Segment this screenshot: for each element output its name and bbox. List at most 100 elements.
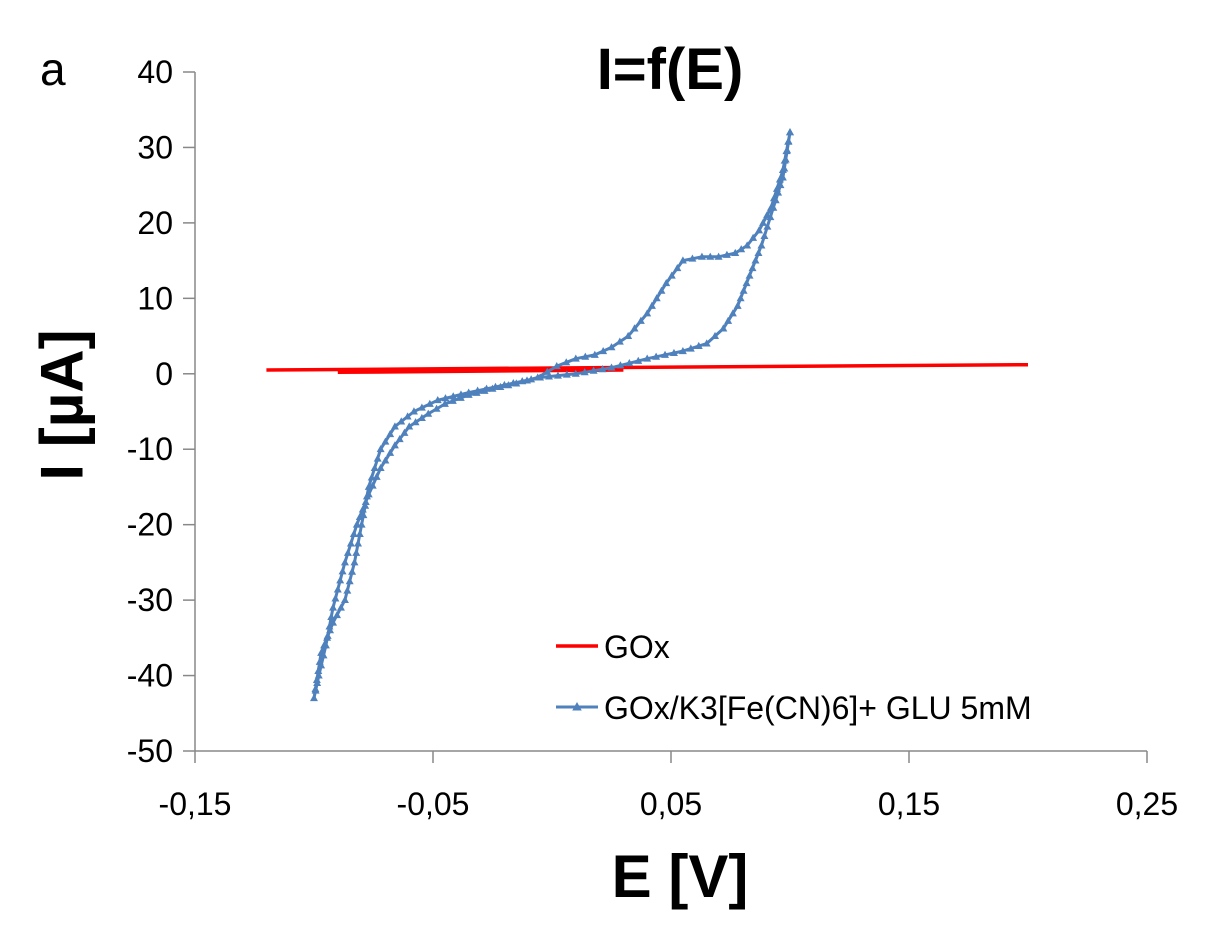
series-cv-marker (320, 641, 329, 649)
series-cv-marker (464, 388, 473, 396)
y-tick-label: 40 (137, 54, 173, 90)
series-cv-marker (411, 418, 420, 426)
series-cv-marker (783, 146, 792, 154)
series-cv-marker (343, 586, 352, 594)
series-cv-marker (784, 137, 793, 145)
series-cv-marker (624, 331, 633, 339)
legend-cv-marker (572, 702, 582, 711)
series-cv-marker (536, 373, 545, 381)
series-cv-marker (722, 250, 731, 258)
series-cv-marker (326, 626, 335, 634)
series-gox-line (266, 362, 1029, 372)
series-cv-marker (333, 611, 341, 619)
series-cv-marker (329, 618, 338, 626)
series-cv-marker (500, 380, 509, 389)
series-cv-marker (361, 497, 370, 505)
x-tick-label: 0,05 (640, 786, 702, 822)
series-cv-marker (781, 155, 790, 163)
series-cv-marker (630, 324, 639, 332)
series-cv-marker (354, 539, 363, 547)
y-tick-label: 20 (137, 205, 173, 241)
series-cv-marker (743, 241, 752, 249)
series-cv-marker (728, 309, 737, 317)
series-cv-marker (780, 164, 789, 172)
y-tick-label: 0 (155, 356, 173, 392)
series-cv-marker (552, 362, 561, 370)
series-cv-marker (706, 252, 715, 260)
series-cv-marker (311, 684, 320, 693)
series-cv-marker (482, 384, 491, 392)
series-cv-marker (456, 390, 465, 398)
series-cv-marker (359, 511, 368, 519)
x-tick-label: 0,15 (878, 786, 940, 822)
legend-gox-label: GOx (604, 629, 670, 665)
series-cv-marker (409, 407, 418, 415)
series-cv-marker (386, 448, 395, 456)
axes: 40 30 20 10 0 -10 -20 -30 -40 -50 -0,15 -0,05 0,05 0,… (127, 54, 1178, 822)
series-cv-marker (757, 241, 766, 249)
series-cv-marker (686, 344, 695, 352)
series-cv-marker (425, 399, 434, 407)
series-cv-marker (589, 366, 598, 374)
series-cv-marker (491, 382, 500, 390)
series-cv-marker (736, 294, 745, 302)
series-cv-marker (417, 413, 426, 421)
series-cv-marker (763, 222, 772, 230)
series-cv-marker (349, 529, 358, 538)
series-cv-marker (766, 213, 775, 221)
series-cv-marker (346, 539, 355, 547)
series-cv-marker (562, 358, 571, 366)
series-cv-marker (694, 341, 703, 350)
series-cv-marker (340, 558, 349, 566)
series-cv-marker (759, 218, 768, 226)
y-tick-label: -20 (127, 507, 173, 543)
series-cv-marker (742, 279, 751, 287)
series-cv-marker (424, 409, 433, 417)
series-cv-marker (386, 429, 395, 438)
series-cv-marker (652, 294, 661, 302)
series-cv-marker (643, 309, 652, 317)
series-cv-marker (317, 648, 326, 656)
series-cv-marker (737, 245, 746, 253)
y-tick-label: -10 (127, 431, 173, 467)
series-cv-marker (678, 256, 687, 264)
series-cv-marker (403, 412, 412, 420)
series-cv-marker (336, 576, 345, 584)
series-cv-marker (336, 603, 345, 611)
series-cv-marker (745, 271, 754, 279)
x-tick-label: -0,15 (159, 786, 232, 822)
series-cv-marker (358, 505, 367, 513)
series-cv-marker (373, 454, 382, 462)
series-cv-marker (702, 339, 711, 347)
series-cv-marker (562, 370, 571, 378)
series-cv-marker (441, 394, 450, 402)
series-cv-marker (771, 196, 780, 204)
series-cv-marker (724, 316, 733, 324)
series-cv-marker (370, 463, 379, 472)
series-cv-marker (634, 356, 643, 364)
series-cv-marker (714, 252, 723, 260)
series-cv-marker (733, 301, 742, 309)
series-cv-marker (673, 263, 682, 272)
series-cv-marker (357, 520, 366, 528)
series-cv-marker (748, 263, 757, 272)
series-cv-marker (739, 286, 748, 294)
series-cv-marker (323, 633, 332, 641)
series-cv-marker (711, 331, 720, 339)
series-cv-marker (697, 252, 706, 260)
series-cv-marker (652, 352, 661, 360)
series-cv-marker (350, 558, 359, 566)
chart-title: I=f(E) (596, 37, 744, 102)
series-cv-marker (657, 286, 666, 294)
series-cv-marker (361, 501, 370, 509)
panel-label: a (40, 43, 66, 95)
series-cv-marker (581, 352, 590, 360)
series-cv-marker (343, 548, 352, 556)
series-cv-marker (310, 693, 318, 702)
series-cv-marker (417, 403, 426, 411)
series-cv-marker (667, 271, 676, 279)
series-cv-marker (774, 188, 783, 196)
series-layer (266, 128, 1029, 702)
series-cv-marker (636, 316, 645, 324)
